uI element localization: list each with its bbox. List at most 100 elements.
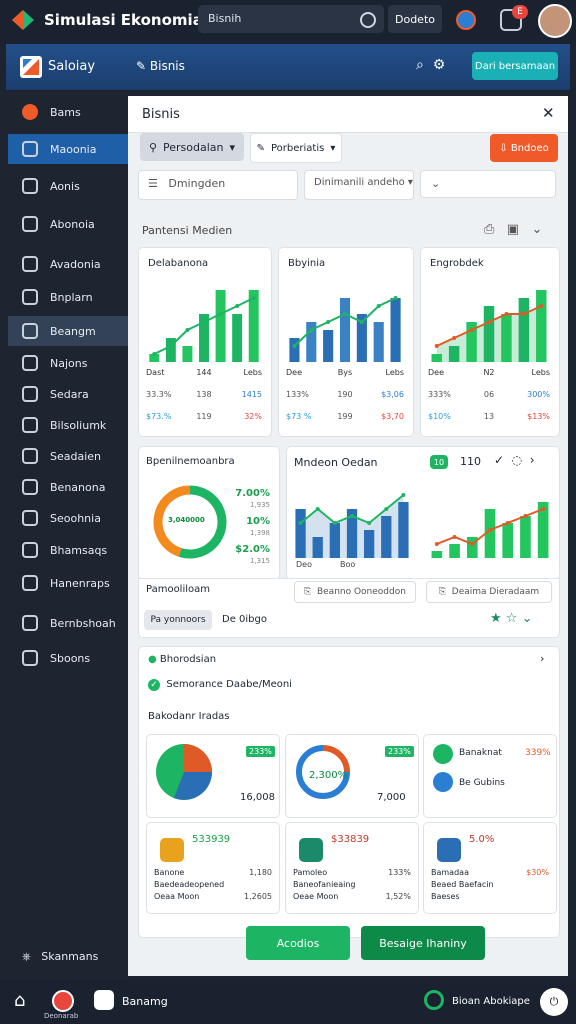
pie (184, 744, 212, 772)
tile-value: 16,008 (240, 792, 275, 803)
filter-dropdown[interactable]: ⚲ Persodalan ▾ (140, 133, 244, 161)
search-box[interactable] (198, 5, 384, 33)
tab-label: Banamg (122, 995, 168, 1008)
card-cell: 300% (527, 390, 550, 399)
nav-button[interactable]: Dari bersamaan (472, 52, 558, 80)
tile-icon (437, 838, 461, 862)
point (487, 320, 491, 324)
market-value: 110 (460, 455, 481, 468)
tab-icon[interactable] (52, 990, 74, 1012)
logo (12, 10, 34, 30)
sidebar-item[interactable]: Bnplarn (8, 282, 128, 312)
primary-button[interactable]: Acodios (246, 926, 350, 960)
secondary-button[interactable]: Besaige Ihaniny (361, 926, 485, 960)
input[interactable] (138, 170, 298, 200)
nav-section: Saloiay (48, 59, 96, 74)
message-icon[interactable] (500, 9, 522, 31)
sidebar-item[interactable]: Hanenraps (8, 568, 128, 598)
tab-icon[interactable] (94, 990, 114, 1010)
sidebar-icon (22, 479, 38, 495)
mini-chart (289, 296, 401, 362)
footer-button[interactable]: ⎘ Beanno Ooneoddon (294, 581, 416, 603)
nav-page[interactable]: ✎ Bisnis (136, 59, 185, 73)
sidebar-label: Abonoia (50, 217, 95, 231)
tile-value: 5.0% (469, 834, 495, 845)
sidebar-item[interactable]: Avadonia (8, 249, 128, 279)
sidebar-icon (22, 650, 38, 666)
legend-entry: 1,935 (249, 501, 270, 509)
bar (502, 523, 514, 558)
tab-label: Deonarab (44, 1012, 79, 1020)
summary-arrow[interactable]: › (540, 652, 545, 665)
sidebar-label: Seadaien (50, 449, 102, 463)
sidebar-item[interactable]: Seadaien (8, 441, 128, 471)
footer-button-text: Beanno Ooneoddon (316, 587, 406, 597)
search-text: Bisnih (208, 12, 242, 25)
avatar[interactable] (538, 4, 572, 38)
summary-subtitle: Bakodanr Iradas (148, 711, 230, 722)
tile-line: Pamoleo (293, 868, 328, 877)
point (251, 296, 256, 300)
home-tab[interactable]: ⌂ (14, 990, 26, 1011)
notify-icon[interactable] (456, 10, 476, 30)
sidebar-item[interactable]: Bilsoliumk (8, 410, 128, 440)
sidebar-item[interactable]: Sboons (8, 643, 128, 673)
bar (449, 544, 460, 558)
card-title: Engrobdek (430, 258, 484, 269)
sidebar-item[interactable]: Aonis (8, 171, 128, 201)
power-button[interactable]: ⏻ (540, 988, 568, 1016)
tile-line: Baedeadeopened (154, 880, 225, 889)
market-chart (295, 493, 409, 558)
legend-entry: 7.00% (235, 488, 270, 499)
overview-title: Bpenilnemoanbra (146, 456, 235, 467)
top-button[interactable]: Dodeto (388, 5, 442, 33)
sidebar-item[interactable]: Maoonia (8, 134, 128, 164)
select[interactable] (304, 170, 414, 200)
select[interactable]: ⌄ (420, 170, 556, 198)
sidebar (0, 90, 128, 980)
close-button[interactable]: ✕ (542, 104, 555, 122)
tag[interactable]: Pa yonnoors (144, 610, 212, 630)
nav-tools[interactable]: ⌕ ⚙ (416, 57, 446, 73)
footer-tools[interactable]: ★ ☆ ⌄ (490, 611, 533, 626)
tile-value: 339% (525, 748, 551, 758)
select-text: Dinimanili andeho ▾ (314, 177, 413, 188)
sidebar-icon (22, 289, 38, 305)
footer-button[interactable]: ⎘ Deaima Dieradaam (426, 581, 552, 603)
sidebar-item[interactable]: Bernbshoah (8, 608, 128, 638)
point (332, 521, 337, 525)
sidebar-item[interactable]: Bams (8, 97, 128, 127)
sidebar-icon (22, 355, 38, 371)
bar (182, 346, 193, 362)
market-tools[interactable]: ✓ ◌ › (494, 453, 535, 467)
checkbox[interactable]: ✓ Semorance Daabe/Meoni (148, 679, 292, 691)
tile (423, 822, 557, 914)
bar (390, 298, 401, 362)
filter-dropdown[interactable]: ✎ Porberiatis ▾ (250, 133, 342, 163)
bar (448, 346, 460, 362)
sidebar-icon (22, 256, 38, 272)
sidebar-item[interactable]: Seoohnia (8, 503, 128, 533)
input-text: ☰ Dmingden (148, 177, 226, 190)
card-cell: 33.3% (146, 390, 172, 399)
section-tools[interactable]: ⎙ ▣ ⌄ (484, 222, 543, 237)
sidebar-label: Sboons (50, 651, 91, 665)
sidebar-item[interactable]: Sedara (8, 379, 128, 409)
point (292, 344, 297, 348)
sidebar-item[interactable]: Bhamsaqs (8, 535, 128, 565)
sidebar-label: Beangm (50, 324, 96, 338)
sidebar-item[interactable]: Benanona (8, 472, 128, 502)
legend-entry: 10% (246, 516, 270, 527)
sidebar-footer-text: Skanmans (41, 950, 99, 963)
sidebar-icon (22, 542, 38, 558)
donut-segment (178, 485, 227, 559)
sidebar-footer[interactable]: ⎈ Skanmans (22, 950, 99, 963)
legend-entry: 1,315 (249, 557, 270, 565)
donut-chart (153, 485, 227, 559)
sidebar-item[interactable]: Beangm (8, 316, 128, 346)
bar (339, 298, 351, 362)
action-button[interactable]: ⇩ Bndoeo (490, 134, 558, 162)
sidebar-item[interactable]: Najons (8, 348, 128, 378)
sidebar-item[interactable]: Abonoia (8, 209, 128, 239)
sidebar-label: Aonis (50, 179, 80, 193)
